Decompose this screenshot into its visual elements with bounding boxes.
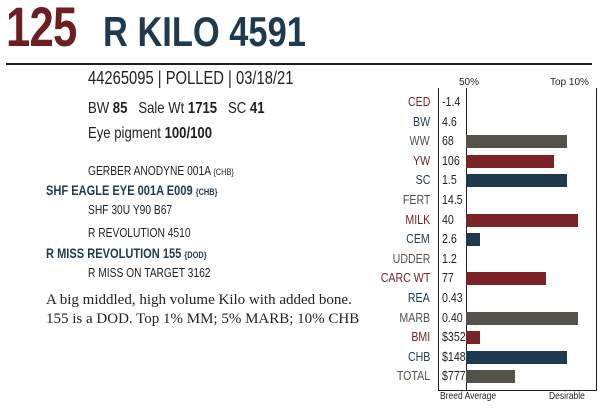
epd-value: 1.5 xyxy=(442,173,457,188)
eye-value: 100/100 xyxy=(164,125,213,142)
pedigree-tag: {CHB} xyxy=(213,167,234,177)
epd-value: 77 xyxy=(442,271,454,286)
pedigree-name: R MISS ON TARGET 3162 xyxy=(88,266,211,280)
epd-bar xyxy=(466,213,578,227)
epd-bar xyxy=(466,311,578,325)
lot-number: 125 xyxy=(6,0,77,58)
epd-trait-label: CARC WT xyxy=(380,271,430,286)
pedigree-line: SHF 30U Y90 B67 xyxy=(88,203,172,217)
epd-trait-label: UDDER xyxy=(392,251,430,266)
pedigree-line: GERBER ANODYNE 001A {CHB} xyxy=(88,164,234,178)
epd-row: REA 0.43 xyxy=(0,290,598,307)
epd-value: 40 xyxy=(442,212,454,227)
epd-trait-label: BMI xyxy=(411,330,430,345)
epd-bar xyxy=(466,154,554,168)
header-divider xyxy=(6,63,592,65)
epd-value: 106 xyxy=(442,153,460,168)
epd-value: 0.40 xyxy=(442,310,463,325)
epd-row: CED -1.4 xyxy=(0,94,598,111)
pedigree-line: R MISS ON TARGET 3162 xyxy=(88,266,210,280)
sale-wt-label: Sale Wt xyxy=(138,100,185,117)
chart-footer-left: Breed Average xyxy=(440,391,497,402)
epd-trait-label: SC xyxy=(415,173,430,188)
description: A big middled, high volume Kilo with add… xyxy=(46,292,360,327)
epd-value: $777 xyxy=(442,369,466,384)
epd-row: WW 68 xyxy=(0,133,598,150)
pedigree-name: GERBER ANODYNE 001A xyxy=(88,164,211,178)
epd-trait-label: WW xyxy=(409,134,430,149)
epd-row: BMI $352 xyxy=(0,329,598,346)
bw-label: BW xyxy=(88,100,110,117)
epd-value: 2.6 xyxy=(442,232,457,247)
epd-bar xyxy=(466,135,567,149)
sc-value: 41 xyxy=(249,100,265,117)
epd-bar xyxy=(466,331,480,345)
pedigree-name: SHF EAGLE EYE 001A E009 xyxy=(46,183,193,198)
epd-trait-label: CHB xyxy=(407,349,430,364)
pedigree-tag: {CHB} xyxy=(195,187,218,197)
epd-value: -1.4 xyxy=(442,95,461,109)
pedigree-name: R REVOLUTION 4510 xyxy=(88,226,191,240)
epd-row: FERT 14.5 xyxy=(0,192,598,209)
eye-pigment: Eye pigment 100/100 xyxy=(88,125,212,143)
epd-row: CEM 2.6 xyxy=(0,231,598,248)
epd-value: 4.6 xyxy=(442,114,457,129)
epd-bar xyxy=(466,370,515,384)
epd-chart-frame xyxy=(438,88,597,391)
epd-trait-label: CED xyxy=(407,95,430,109)
epd-trait-label: MARB xyxy=(399,310,430,325)
epd-trait-label: CEM xyxy=(406,232,430,247)
epd-row: BW 4.6 xyxy=(0,114,598,131)
pedigree-name: R MISS REVOLUTION 155 xyxy=(46,246,182,261)
epd-trait-label: YW xyxy=(412,153,430,168)
epd-value: 0.43 xyxy=(442,291,463,305)
epd-bar xyxy=(466,233,480,247)
pedigree-tag: {DOD} xyxy=(184,250,207,260)
pedigree-name: SHF 30U Y90 B67 xyxy=(88,203,173,217)
epd-trait-label: BW xyxy=(412,114,430,129)
registration-line: 44265095 | POLLED | 03/18/21 xyxy=(88,68,294,88)
eye-label: Eye pigment xyxy=(88,125,161,142)
epd-row: YW 106 xyxy=(0,153,598,170)
pedigree-line: SHF EAGLE EYE 001A E009 {CHB} xyxy=(46,183,217,198)
epd-row: MILK 40 xyxy=(0,212,598,229)
epd-row: UDDER 1.2 xyxy=(0,251,598,268)
epd-trait-label: FERT xyxy=(402,193,430,207)
epd-trait-label: REA xyxy=(408,291,430,305)
epd-bar xyxy=(466,174,567,188)
epd-trait-label: TOTAL xyxy=(396,369,430,384)
sale-wt-value: 1715 xyxy=(187,100,218,117)
epd-value: 1.2 xyxy=(442,251,457,266)
animal-name: R KILO 4591 xyxy=(103,8,306,55)
epd-row: CARC WT 77 xyxy=(0,270,598,287)
epd-value: $352 xyxy=(442,330,466,345)
epd-row: TOTAL $777 xyxy=(0,368,598,385)
epd-row: SC 1.5 xyxy=(0,172,598,189)
bw-value: 85 xyxy=(112,100,128,117)
chart-header-mid: 50% xyxy=(459,77,480,88)
chart-header-right: Top 10% xyxy=(550,77,589,88)
performance-stats: BW 85 Sale Wt 1715 SC 41 xyxy=(88,100,265,118)
epd-value: $148 xyxy=(442,349,466,364)
chart-footer-right: Desirable xyxy=(549,391,585,402)
epd-row: CHB $148 xyxy=(0,349,598,366)
epd-trait-label: MILK xyxy=(405,212,430,227)
epd-value: 14.5 xyxy=(442,193,463,207)
epd-bar xyxy=(466,350,567,364)
epd-value: 68 xyxy=(442,134,454,149)
epd-row: MARB 0.40 xyxy=(0,310,598,327)
pedigree-line: R REVOLUTION 4510 xyxy=(88,226,191,240)
pedigree-line: R MISS REVOLUTION 155 {DOD} xyxy=(46,246,207,261)
sc-label: SC xyxy=(228,100,247,117)
epd-bar xyxy=(466,272,546,286)
